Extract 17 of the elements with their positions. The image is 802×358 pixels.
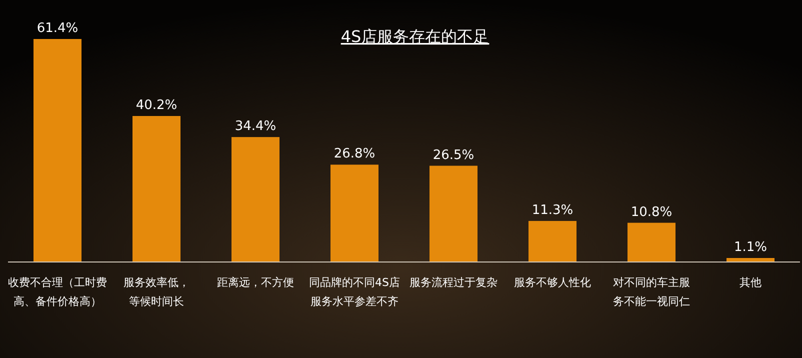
chart-title: 4S店服务存在的不足 (340, 27, 490, 46)
x-tick-label: 对不同的车主服务不能一视同仁 (613, 276, 690, 308)
data-label: 61.4% (36, 21, 78, 36)
x-tick-label: 服务不够人性化 (514, 276, 591, 289)
data-label: 40.2% (136, 98, 178, 113)
data-label: 10.8% (630, 204, 672, 220)
x-tick-label: 其他 (740, 276, 762, 289)
data-label: 34.4% (234, 119, 276, 134)
x-tick-label: 距离远，不方便 (217, 276, 294, 289)
data-label: 26.8% (334, 146, 376, 162)
x-tick-label: 服务效率低，等候时间长 (124, 276, 190, 308)
x-tick-label: 同品牌的不同4S店服务水平参差不齐 (309, 276, 400, 308)
data-label: 11.3% (532, 202, 574, 218)
x-tick-label: 收费不合理（工时费高、备件价格高） (8, 276, 107, 308)
data-label: 1.1% (734, 240, 768, 256)
x-tick-label: 服务流程过于复杂 (410, 276, 498, 289)
data-label: 26.5% (432, 148, 474, 163)
